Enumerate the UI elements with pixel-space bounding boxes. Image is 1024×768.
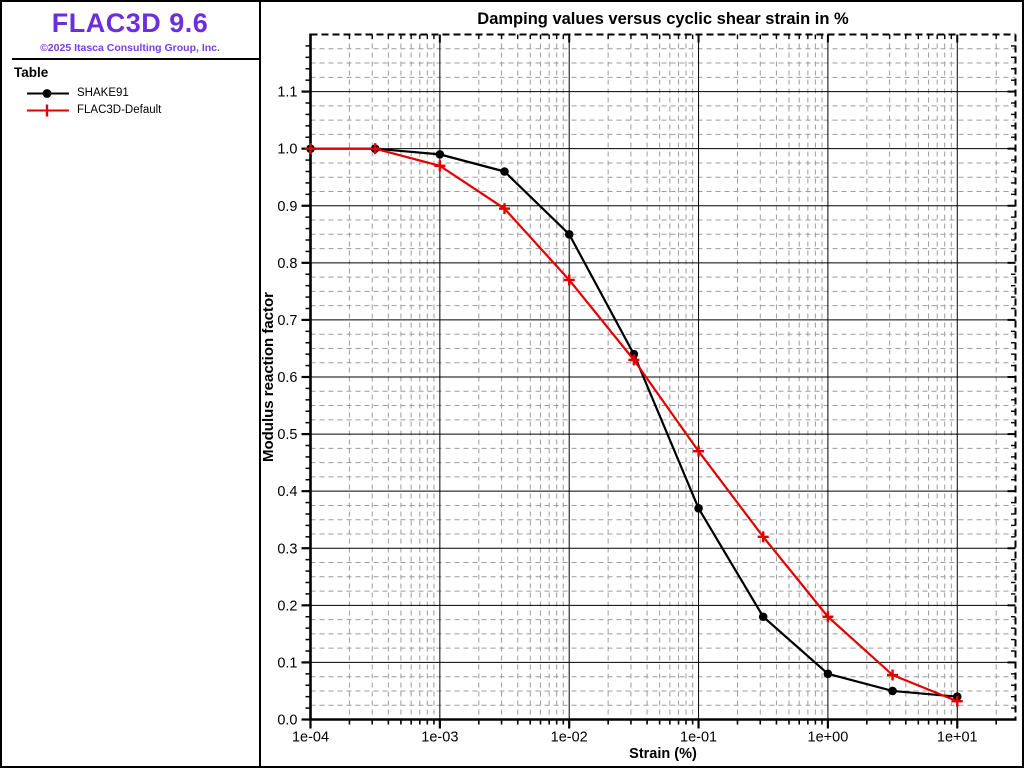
legend-item: SHAKE91 [26, 86, 161, 101]
data-point-circle [500, 167, 509, 176]
data-point-circle [564, 229, 574, 239]
series-FLAC3D-Default [305, 143, 963, 707]
y-tick-label: 0.7 [277, 313, 297, 329]
plus-marker-icon [27, 104, 69, 117]
y-axis-label: Modulus reaction factor [260, 292, 277, 462]
data-point-circle [758, 612, 768, 622]
copyright-text: ©2025 Itasca Consulting Group, Inc. [40, 42, 220, 54]
major-gridlines [310, 34, 1016, 720]
legend-label: SHAKE91 [77, 87, 129, 99]
y-tick-label: 0.8 [277, 256, 297, 272]
series-SHAKE91 [306, 144, 962, 701]
y-tick-label: 0.0 [277, 713, 297, 729]
x-tick-label: 1e-03 [421, 730, 458, 746]
y-tick-label: 1.0 [277, 142, 297, 158]
legend-item: FLAC3D-Default [26, 103, 161, 118]
legend-items: SHAKE91 FLAC3D-Default [26, 86, 161, 118]
x-tick-label: 1e-04 [292, 730, 329, 746]
panel-separator [259, 2, 261, 766]
x-tick-labels: 1e-04 1e-03 1e-02 1e-01 1e+00 1e+01 [292, 730, 978, 746]
panel-divider [12, 58, 259, 60]
data-point-circle [823, 669, 833, 679]
y-tick-label: 0.5 [277, 427, 297, 443]
x-tick-label: 1e-01 [680, 730, 717, 746]
data-point-circle [435, 150, 445, 159]
data-point-circle [888, 686, 897, 696]
y-tick-label: 0.6 [277, 370, 297, 386]
data-point-circle [694, 503, 703, 513]
y-tick-label: 0.3 [277, 541, 297, 557]
y-tick-label: 0.1 [277, 655, 297, 671]
y-tick-labels: 0.0 0.1 0.2 0.3 0.4 0.5 0.6 0.7 0.8 0.9 1.0 1.1 [277, 85, 297, 729]
legend-label: FLAC3D-Default [77, 104, 162, 116]
x-tick-label: 1e+01 [937, 730, 978, 746]
legend-title: Table [14, 65, 49, 80]
x-axis-label: Strain (%) [629, 746, 697, 762]
axis-ticks [301, 34, 1016, 729]
x-tick-label: 1e+00 [808, 730, 849, 746]
chart-title: Damping values versus cyclic shear strai… [477, 10, 849, 28]
y-tick-label: 0.9 [277, 199, 297, 215]
info-panel: FLAC3D 9.6 ©2025 Itasca Consulting Group… [2, 2, 259, 766]
y-tick-label: 0.2 [277, 598, 297, 614]
circle-marker-icon [27, 89, 69, 98]
y-tick-label: 0.4 [277, 484, 297, 500]
flac3d-logo: FLAC3D 9.6 [51, 8, 209, 38]
y-tick-label: 1.1 [277, 85, 297, 101]
x-tick-label: 1e-02 [551, 730, 588, 746]
